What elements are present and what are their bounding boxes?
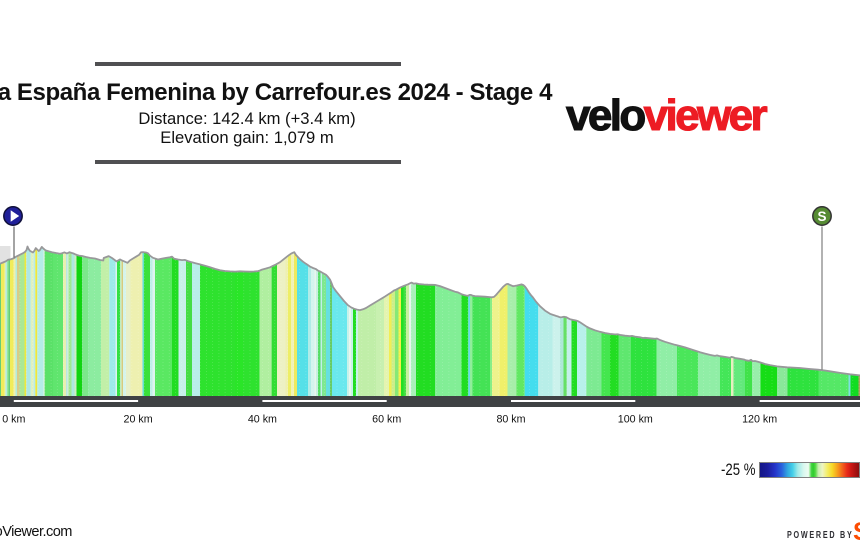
svg-text:100 km: 100 km	[618, 414, 653, 426]
svg-text:120 km: 120 km	[742, 414, 777, 426]
svg-text:S: S	[817, 209, 826, 224]
svg-text:20 km: 20 km	[124, 414, 153, 426]
svg-text:40 km: 40 km	[248, 414, 277, 426]
svg-text:0 km: 0 km	[2, 414, 25, 426]
svg-text:60 km: 60 km	[372, 414, 401, 426]
svg-text:80 km: 80 km	[496, 414, 525, 426]
